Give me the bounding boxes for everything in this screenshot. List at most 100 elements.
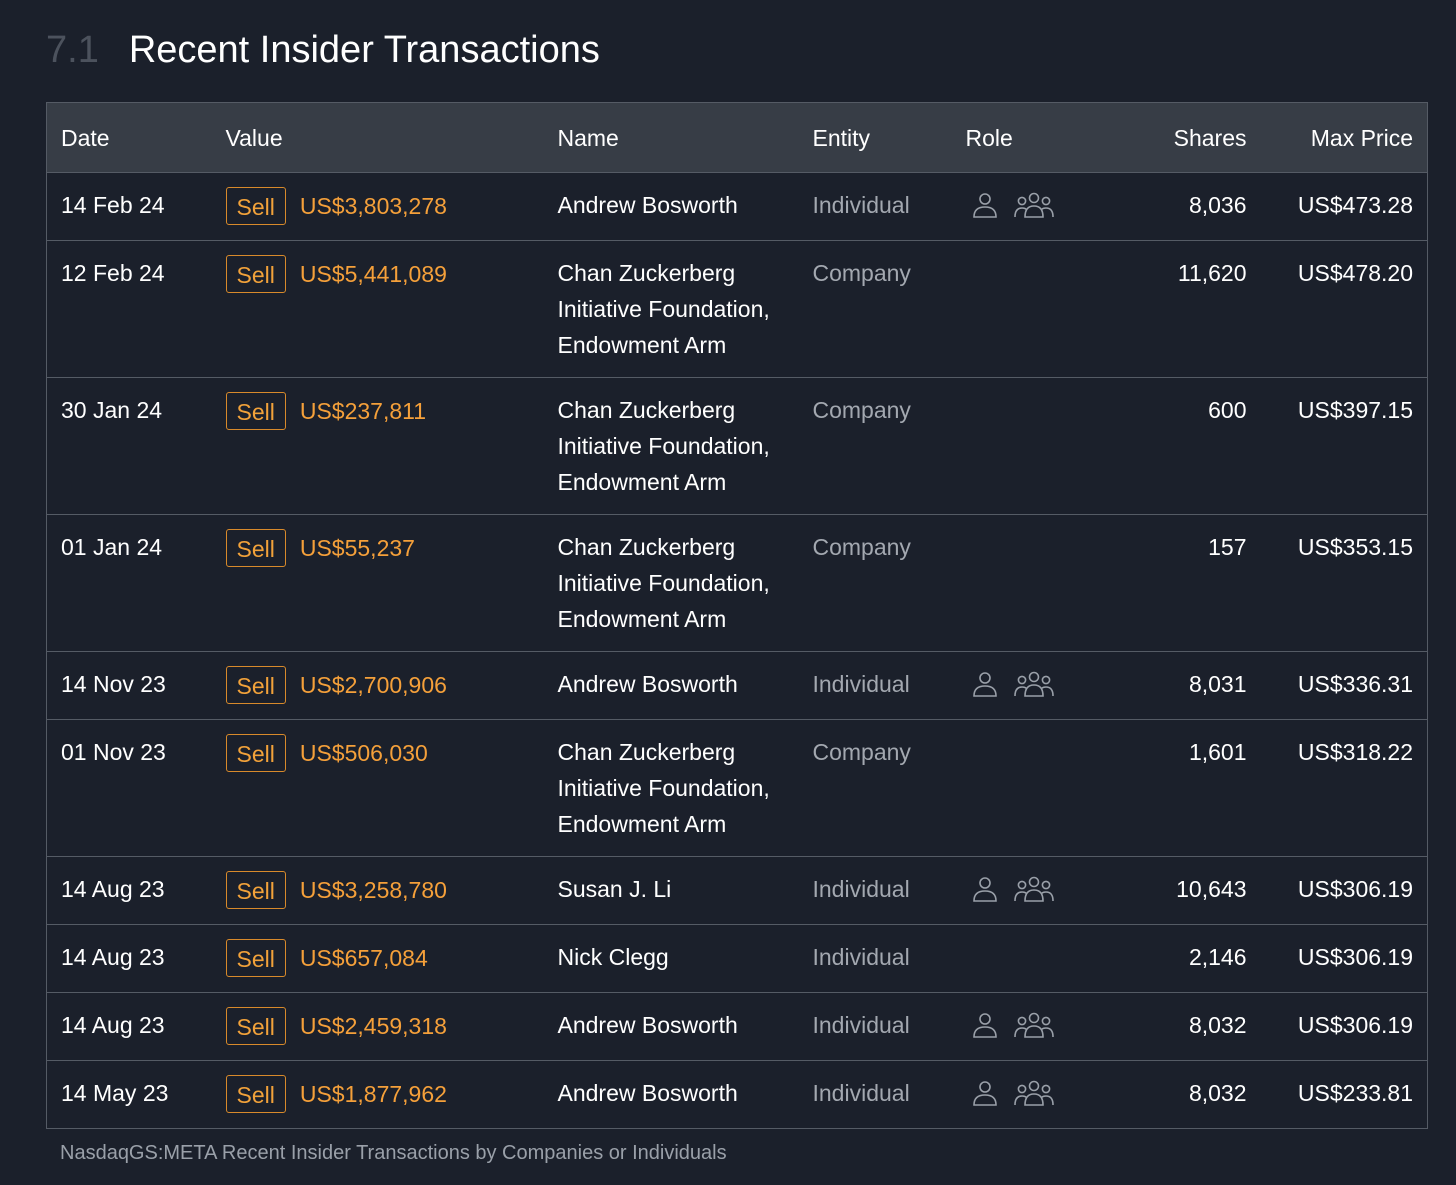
insider-name-line: Endowment Arm <box>557 469 727 495</box>
transaction-date: 14 Aug 23 <box>61 876 165 902</box>
shares-count: 8,031 <box>1188 671 1247 697</box>
role-icons <box>966 187 1116 223</box>
max-price: US$233.81 <box>1297 1080 1413 1106</box>
transaction-date: 30 Jan 24 <box>61 397 163 423</box>
insider-name-line: Nick Clegg <box>557 944 669 970</box>
insider-name-line: Initiative Foundation, <box>557 433 770 459</box>
insider-name[interactable]: Andrew Bosworth <box>557 172 813 241</box>
table-row[interactable]: 14 Aug 23 Sell US$657,084 Nick Clegg Ind… <box>46 924 1428 993</box>
insider-name-line: Andrew Bosworth <box>557 671 738 697</box>
sell-badge: Sell <box>225 1075 286 1113</box>
transaction-date: 01 Jan 24 <box>61 534 163 560</box>
shares-count: 157 <box>1208 534 1247 560</box>
column-header-date[interactable]: Date <box>46 102 226 173</box>
max-price: US$318.22 <box>1297 739 1413 765</box>
shares-count: 600 <box>1208 397 1247 423</box>
table-row[interactable]: 01 Jan 24 Sell US$55,237 Chan Zuckerberg… <box>46 514 1428 652</box>
shares-count: 1,601 <box>1188 739 1247 765</box>
insider-name[interactable]: Andrew Bosworth <box>557 651 813 720</box>
table-row[interactable]: 14 Aug 23 Sell US$2,459,318 Andrew Boswo… <box>46 992 1428 1061</box>
section-header: 7.1 Recent Insider Transactions <box>46 24 600 76</box>
max-price: US$473.28 <box>1297 192 1413 218</box>
transaction-value: US$5,441,089 <box>299 261 447 287</box>
max-price: US$336.31 <box>1297 671 1413 697</box>
sell-badge: Sell <box>225 255 286 293</box>
individual-icon[interactable] <box>972 875 998 903</box>
entity-type: Individual <box>812 944 910 970</box>
column-header-name[interactable]: Name <box>557 102 813 173</box>
insider-name[interactable]: Chan Zuckerberg Initiative Foundation, End… <box>557 240 813 378</box>
shares-count: 10,643 <box>1176 876 1247 902</box>
transaction-value: US$3,258,780 <box>299 877 447 903</box>
table-row[interactable]: 14 Feb 24 Sell US$3,803,278 Andrew Boswo… <box>46 172 1428 241</box>
role-icons <box>966 666 1116 702</box>
role-icons <box>966 1075 1116 1111</box>
sell-badge: Sell <box>225 871 286 909</box>
role-icons <box>966 939 1116 975</box>
insider-name[interactable]: Chan Zuckerberg Initiative Foundation, End… <box>557 377 813 515</box>
insider-name-line: Initiative Foundation, <box>557 775 770 801</box>
max-price: US$306.19 <box>1297 1012 1413 1038</box>
insider-name-line: Endowment Arm <box>557 811 727 837</box>
insider-name[interactable]: Andrew Bosworth <box>557 1060 813 1129</box>
transaction-date: 14 Feb 24 <box>61 192 165 218</box>
transaction-date: 14 Aug 23 <box>61 944 165 970</box>
transaction-value: US$2,459,318 <box>299 1013 447 1039</box>
shares-count: 8,032 <box>1188 1080 1247 1106</box>
insider-name-line: Andrew Bosworth <box>557 192 738 218</box>
table-row[interactable]: 14 Nov 23 Sell US$2,700,906 Andrew Boswo… <box>46 651 1428 720</box>
group-icon[interactable] <box>1013 191 1054 219</box>
group-icon[interactable] <box>1013 875 1054 903</box>
sell-badge: Sell <box>225 734 286 772</box>
sell-badge: Sell <box>225 666 286 704</box>
max-price: US$353.15 <box>1297 534 1413 560</box>
group-icon[interactable] <box>1013 1011 1054 1039</box>
role-icons <box>966 255 1116 291</box>
table-row[interactable]: 01 Nov 23 Sell US$506,030 Chan Zuckerber… <box>46 719 1428 857</box>
insider-name-line: Chan Zuckerberg <box>557 260 736 286</box>
table-caption: NasdaqGS:META Recent Insider Transaction… <box>60 1142 727 1164</box>
shares-count: 11,620 <box>1177 260 1247 286</box>
column-header-max-price[interactable]: Max Price <box>1258 102 1428 173</box>
insider-name-line: Chan Zuckerberg <box>557 739 736 765</box>
insider-name[interactable]: Andrew Bosworth <box>557 992 813 1061</box>
individual-icon[interactable] <box>972 191 998 219</box>
table-row[interactable]: 14 Aug 23 Sell US$3,258,780 Susan J. Li … <box>46 856 1428 925</box>
section-title: Recent Insider Transactions <box>128 28 600 71</box>
column-header-shares[interactable]: Shares <box>1115 102 1259 173</box>
insider-name-line: Endowment Arm <box>557 332 727 358</box>
table-row[interactable]: 12 Feb 24 Sell US$5,441,089 Chan Zuckerb… <box>46 240 1428 378</box>
transaction-date: 01 Nov 23 <box>61 739 166 765</box>
sell-badge: Sell <box>225 529 286 567</box>
transaction-value: US$2,700,906 <box>299 672 447 698</box>
column-header-role[interactable]: Role <box>965 102 1116 173</box>
sell-badge: Sell <box>225 1007 286 1045</box>
insider-name-line: Andrew Bosworth <box>557 1012 738 1038</box>
column-header-entity[interactable]: Entity <box>812 102 966 173</box>
entity-type: Individual <box>812 876 910 902</box>
transaction-date: 14 Nov 23 <box>61 671 166 697</box>
insider-name[interactable]: Susan J. Li <box>557 856 813 925</box>
transaction-value: US$1,877,962 <box>299 1081 447 1107</box>
insider-name-line: Endowment Arm <box>557 606 727 632</box>
insider-name[interactable]: Chan Zuckerberg Initiative Foundation, End… <box>557 719 813 857</box>
entity-type: Individual <box>812 192 910 218</box>
individual-icon[interactable] <box>972 670 998 698</box>
insider-name[interactable]: Chan Zuckerberg Initiative Foundation, End… <box>557 514 813 652</box>
column-header-value[interactable]: Value <box>225 102 558 173</box>
insider-name-line: Initiative Foundation, <box>557 296 770 322</box>
table-row[interactable]: 30 Jan 24 Sell US$237,811 Chan Zuckerber… <box>46 377 1428 515</box>
table-row[interactable]: 14 May 23 Sell US$1,877,962 Andrew Boswo… <box>46 1060 1428 1129</box>
role-icons <box>966 734 1116 770</box>
transaction-value: US$3,803,278 <box>299 193 447 219</box>
entity-type: Individual <box>812 1012 910 1038</box>
entity-type: Individual <box>812 671 910 697</box>
transaction-value: US$657,084 <box>299 945 428 971</box>
individual-icon[interactable] <box>972 1011 998 1039</box>
individual-icon[interactable] <box>972 1079 998 1107</box>
role-icons <box>966 392 1116 428</box>
group-icon[interactable] <box>1013 670 1054 698</box>
entity-type: Company <box>812 260 911 286</box>
insider-name[interactable]: Nick Clegg <box>557 924 813 993</box>
group-icon[interactable] <box>1013 1079 1054 1107</box>
